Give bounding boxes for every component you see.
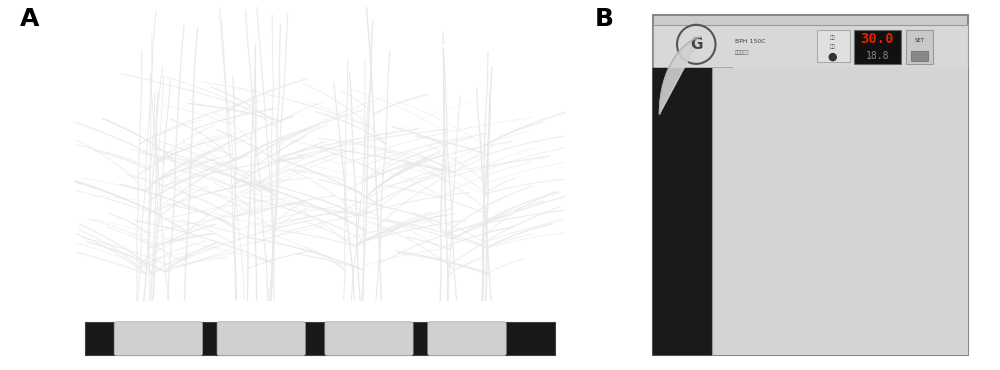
Bar (817, 30, 850, 63)
Text: G: G (690, 37, 702, 52)
Polygon shape (652, 68, 733, 356)
Text: 30.0: 30.0 (860, 32, 894, 46)
Text: 18.8: 18.8 (865, 51, 889, 61)
Bar (906, 30, 932, 64)
Bar (911, 51, 928, 61)
Text: BPH 150C: BPH 150C (735, 39, 765, 44)
Bar (854, 30, 901, 64)
FancyBboxPatch shape (114, 322, 202, 356)
FancyBboxPatch shape (325, 322, 413, 356)
Text: B: B (595, 7, 614, 31)
Polygon shape (660, 37, 701, 114)
FancyBboxPatch shape (217, 322, 305, 356)
FancyBboxPatch shape (428, 322, 506, 356)
Circle shape (829, 54, 836, 61)
Text: 恒温培养箱: 恒温培养箱 (735, 50, 749, 55)
Text: 设定: 设定 (830, 34, 836, 40)
Text: 实测: 实测 (830, 44, 836, 49)
Bar (712, 68, 968, 356)
Bar (85, 322, 555, 356)
Bar (652, 25, 968, 68)
Text: 2cm: 2cm (434, 21, 470, 36)
Text: A: A (20, 7, 39, 31)
Text: SET: SET (914, 38, 924, 43)
